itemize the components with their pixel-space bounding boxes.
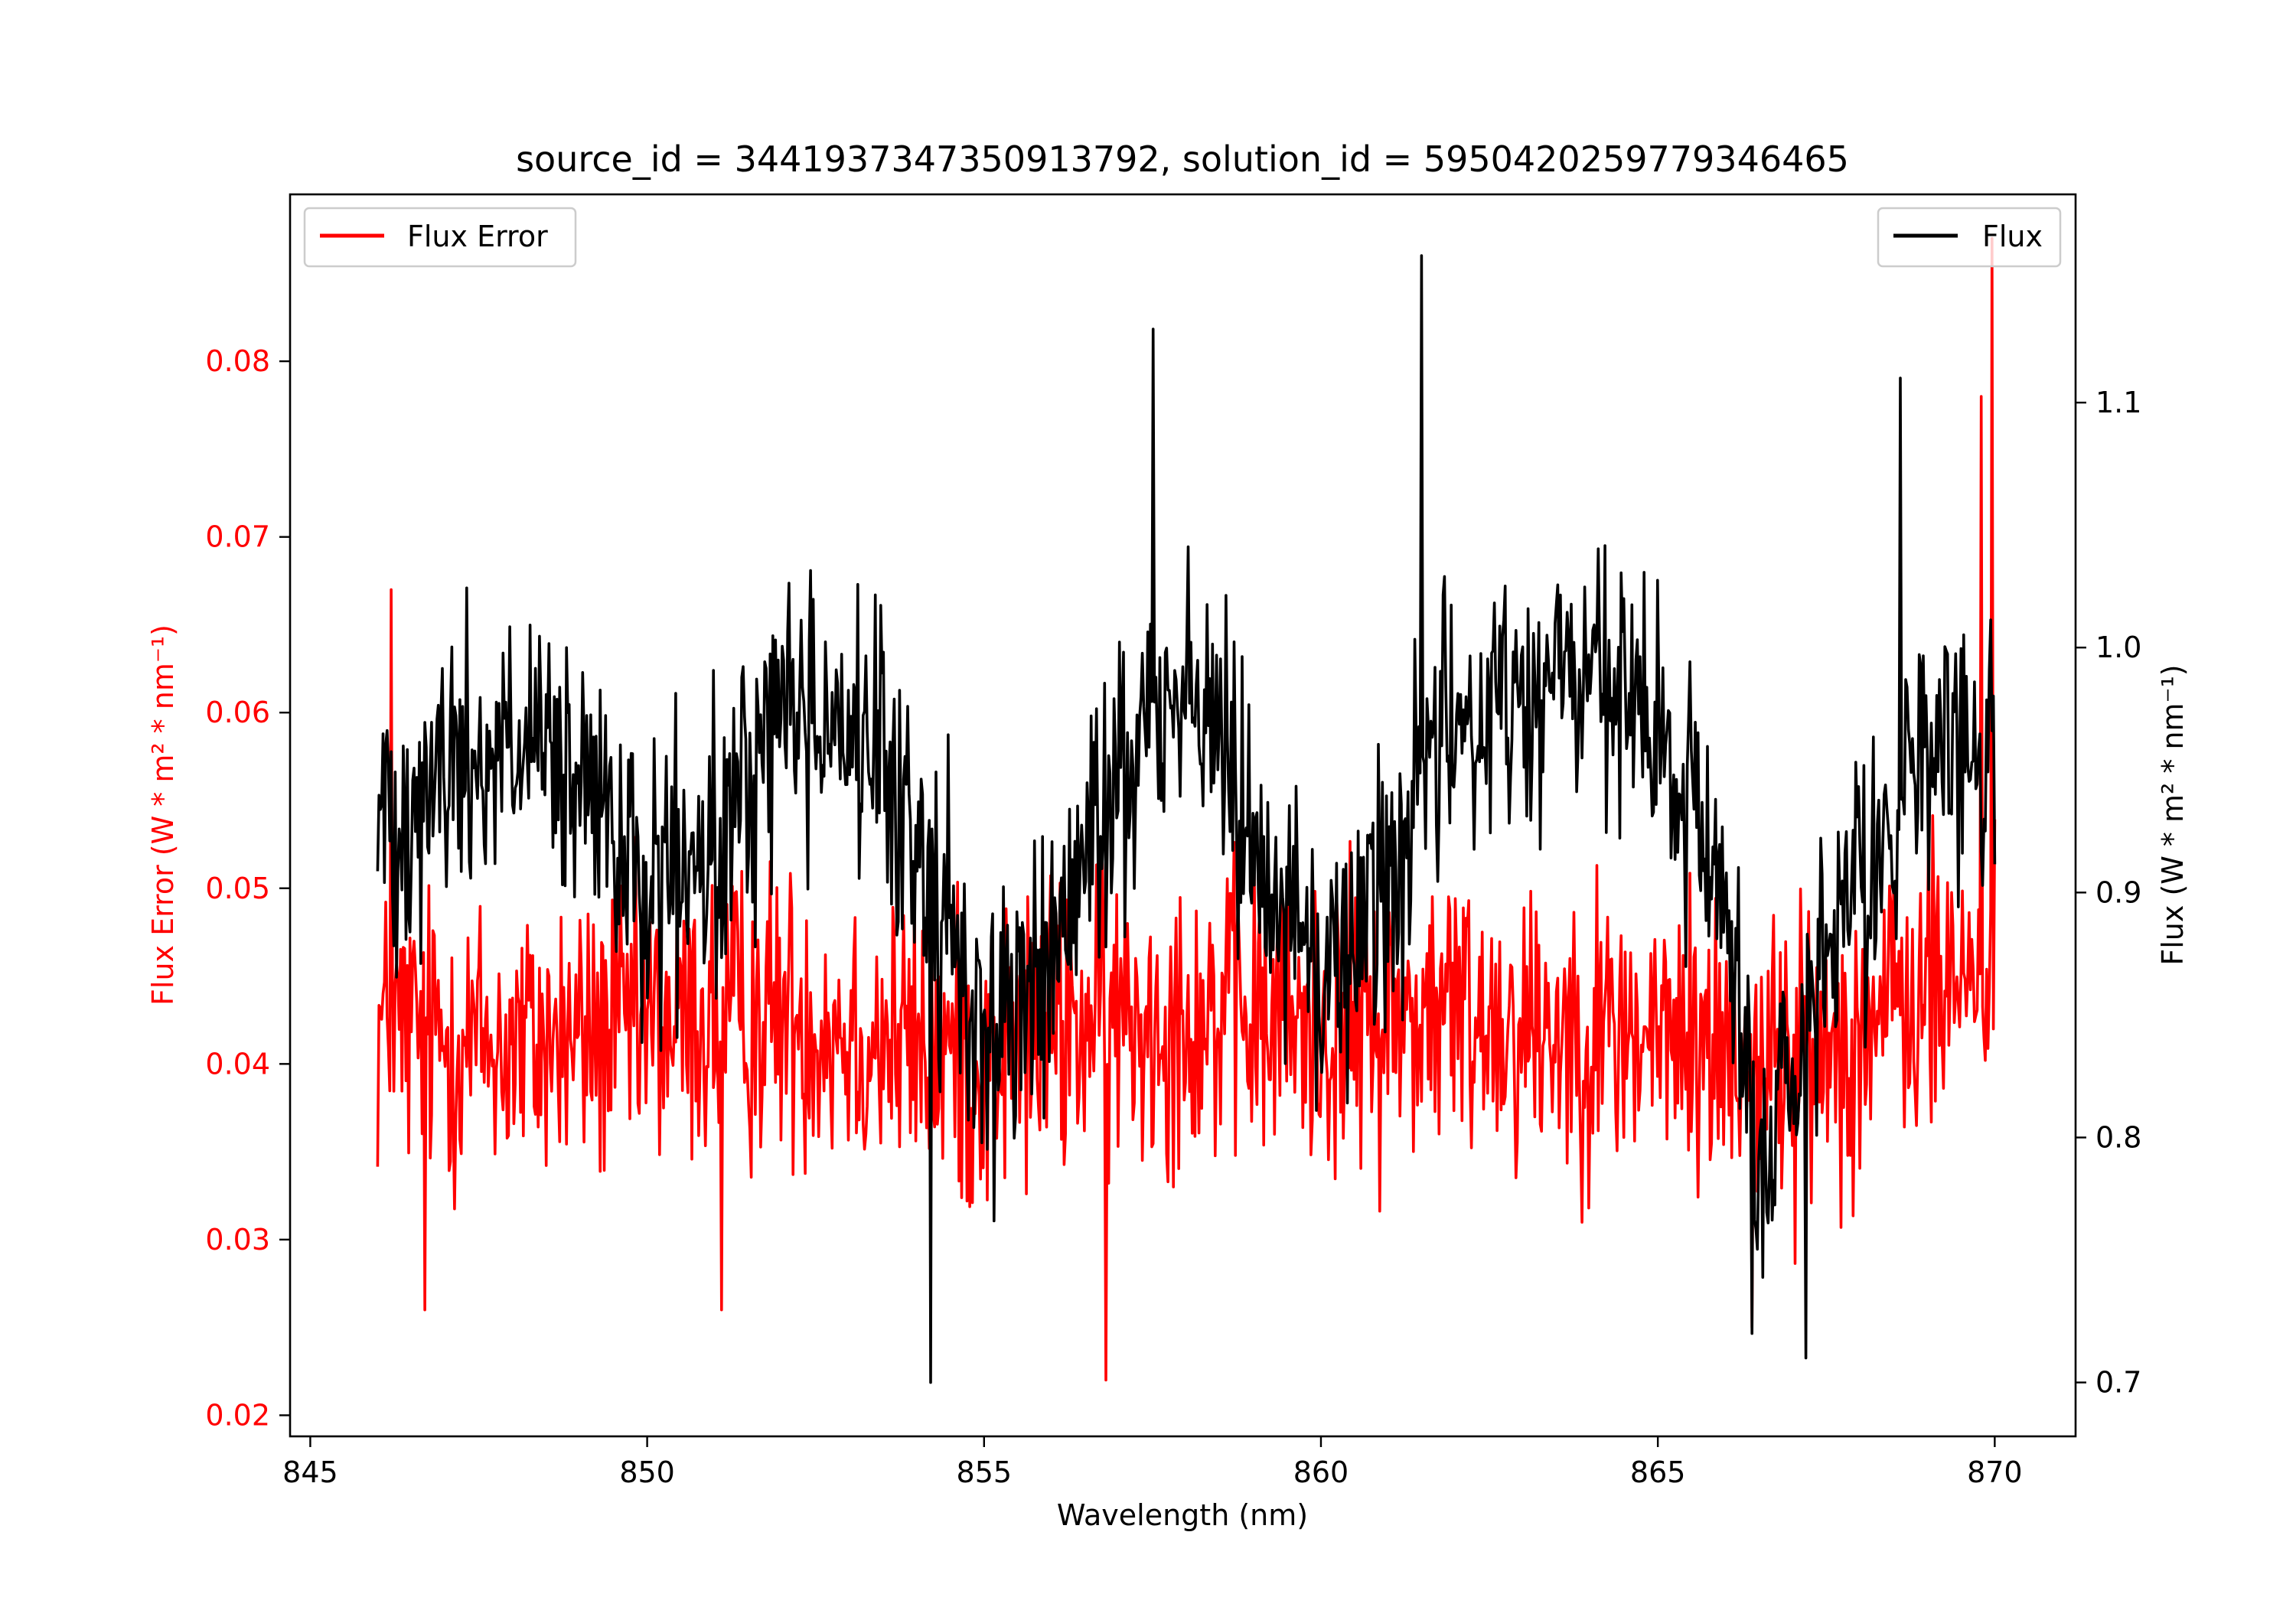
series-line-flux-error [376, 236, 1997, 1382]
x-axis-title: Wavelength (nm) [1057, 1498, 1308, 1532]
series-line-flux [376, 254, 1997, 1384]
y-left-tick-label: 0.03 [205, 1223, 270, 1257]
x-axis: 845 850 855 860 865 870 [282, 1436, 2023, 1489]
legend-flux-label: Flux [1982, 220, 2043, 253]
x-tick-label: 865 [1630, 1455, 1686, 1489]
plot-area-frame [289, 193, 2077, 1438]
legend-flux-error-label: Flux Error [407, 220, 548, 253]
y-axis-right-title: Flux (W * m² * nm⁻¹) [2156, 664, 2190, 965]
x-tick-label: 845 [282, 1455, 338, 1489]
x-tick-label: 860 [1293, 1455, 1349, 1489]
y-right-tick-label: 1.0 [2095, 631, 2141, 664]
y-right-tick-label: 0.9 [2095, 875, 2141, 909]
chart-title: source_id = 3441937347350913792, solutio… [516, 139, 1849, 180]
plot-series [376, 236, 1997, 1384]
y-left-tick-label: 0.05 [205, 872, 270, 905]
y-right-tick-label: 1.1 [2095, 386, 2141, 419]
legend-flux: Flux [1877, 207, 2062, 268]
y-left-tick-label: 0.06 [205, 696, 270, 729]
y-left-tick-label: 0.07 [205, 520, 270, 554]
x-tick-label: 855 [957, 1455, 1013, 1489]
legend-flux-box [1877, 207, 2062, 268]
x-tick-label: 870 [1967, 1455, 2023, 1489]
y-axis-left: 0.02 0.03 0.04 0.05 0.06 0.07 0.08 [205, 344, 290, 1432]
legend-flux-error: Flux Error [303, 207, 577, 268]
y-right-tick-label: 0.7 [2095, 1366, 2141, 1400]
y-axis-left-title: Flux Error (W * m² * nm⁻¹) [146, 624, 180, 1006]
y-right-tick-label: 0.8 [2095, 1120, 2141, 1154]
y-axis-right: 0.7 0.8 0.9 1.0 1.1 [2076, 386, 2141, 1400]
y-left-tick-label: 0.02 [205, 1398, 270, 1432]
x-tick-label: 850 [619, 1455, 675, 1489]
y-left-tick-label: 0.04 [205, 1047, 270, 1081]
legend-flux-error-box [303, 207, 577, 268]
y-left-tick-label: 0.08 [205, 344, 270, 378]
